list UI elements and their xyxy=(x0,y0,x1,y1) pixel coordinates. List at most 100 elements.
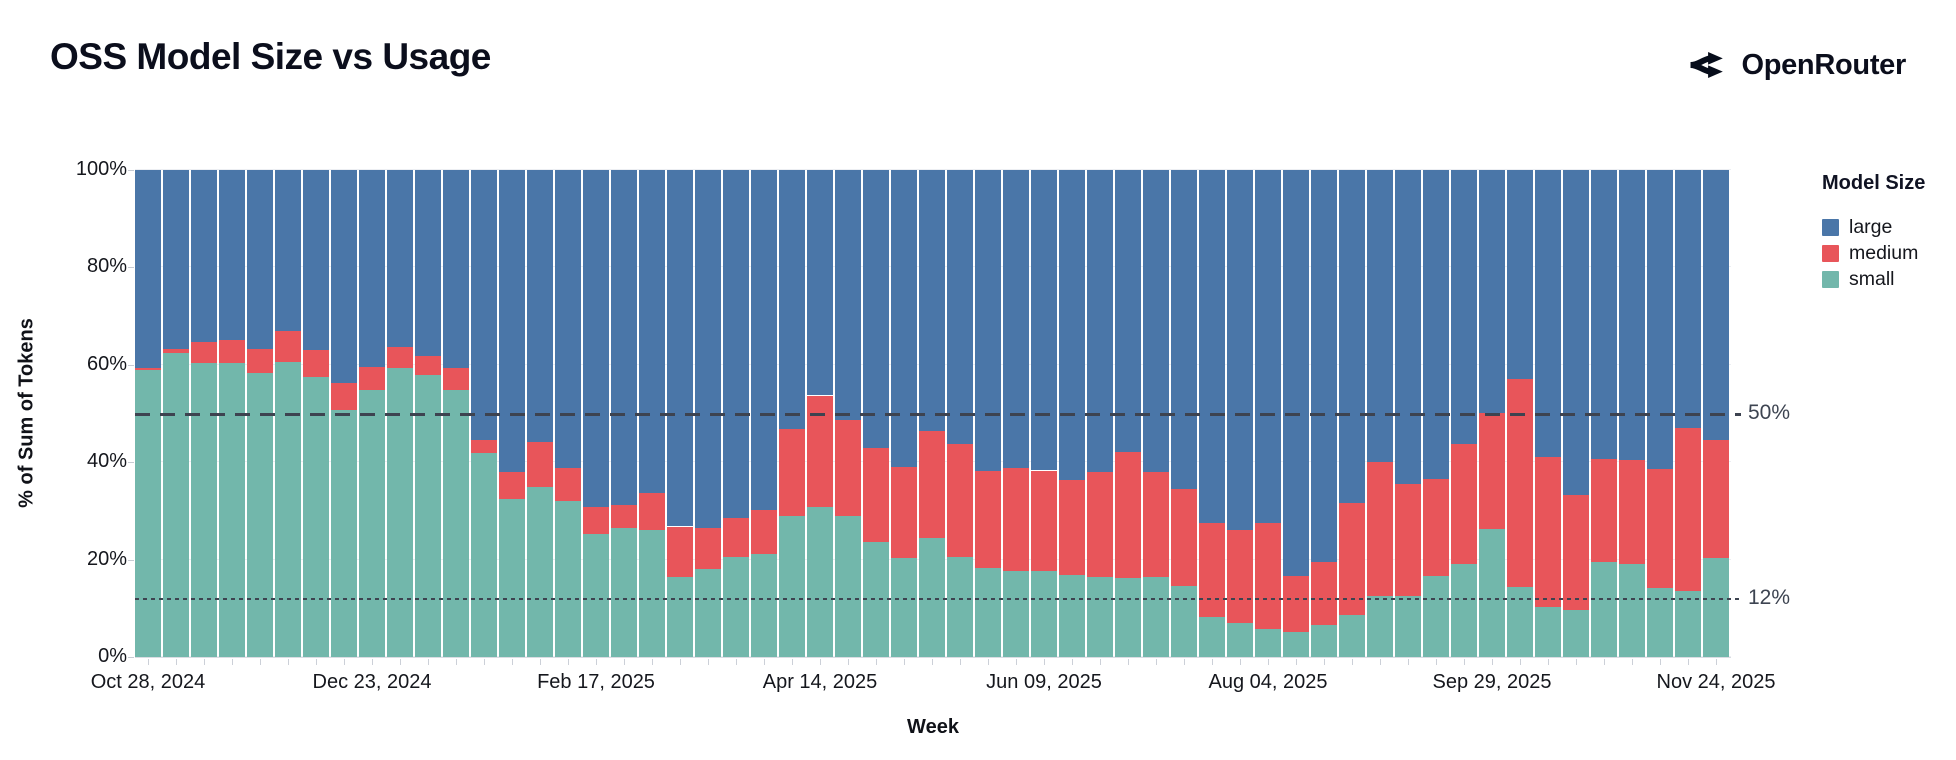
bar-segment-medium xyxy=(1199,522,1225,618)
x-tick-mark xyxy=(1324,659,1325,665)
x-tick-label-Jun-09-2025: Jun 09, 2025 xyxy=(986,671,1102,693)
openrouter-icon xyxy=(1690,52,1724,78)
bar-segment-small xyxy=(1143,577,1169,657)
bar-segment-medium xyxy=(1619,460,1645,564)
x-tick-mark xyxy=(372,659,373,665)
bar-week-Jun-16-2025 xyxy=(1059,170,1085,657)
x-tick-label-Feb-17-2025: Feb 17, 2025 xyxy=(537,671,655,693)
page-title: OSS Model Size vs Usage xyxy=(50,36,491,77)
x-tick-mark xyxy=(848,659,849,665)
x-tick-mark xyxy=(1128,659,1129,665)
x-tick-mark xyxy=(1716,659,1717,665)
bar-segment-small xyxy=(1535,606,1561,657)
bar-segment-small xyxy=(751,553,777,657)
bar-segment-large xyxy=(695,170,721,528)
bar-segment-medium xyxy=(1031,470,1057,571)
bar-week-Jun-30-2025 xyxy=(1115,170,1141,657)
bar-week-Dec-09-2024 xyxy=(303,170,329,657)
bar-segment-large xyxy=(975,170,1001,472)
x-tick-mark xyxy=(540,659,541,665)
x-tick-mark xyxy=(876,659,877,665)
bar-segment-small xyxy=(667,576,693,657)
y-tick-label-100%: 100% xyxy=(75,158,127,180)
x-tick-mark xyxy=(820,659,821,665)
bar-segment-medium xyxy=(1367,462,1393,596)
x-tick-mark xyxy=(1212,659,1213,665)
bar-segment-medium xyxy=(723,518,749,557)
bar-week-Jun-09-2025 xyxy=(1031,170,1057,657)
bar-week-Dec-02-2024 xyxy=(275,170,301,657)
x-tick-mark xyxy=(148,659,149,665)
bar-segment-medium xyxy=(1283,575,1309,632)
bar-segment-medium xyxy=(1647,469,1673,589)
x-axis-title: Week xyxy=(907,716,959,738)
bar-segment-large xyxy=(1535,170,1561,457)
bar-segment-small xyxy=(1031,570,1057,657)
bar-segment-small xyxy=(555,500,581,657)
bar-week-Dec-23-2024 xyxy=(359,170,385,657)
y-tick-label-60%: 60% xyxy=(86,352,127,375)
legend-label-large: large xyxy=(1849,216,1893,238)
bar-week-Aug-04-2025 xyxy=(1255,170,1281,657)
bar-segment-large xyxy=(1143,170,1169,473)
bar-week-Feb-10-2025 xyxy=(555,170,581,657)
bar-segment-medium xyxy=(1311,561,1337,625)
bar-segment-medium xyxy=(1227,530,1253,624)
bar-segment-medium xyxy=(751,509,777,554)
bar-segment-medium xyxy=(695,527,721,570)
bar-segment-small xyxy=(303,376,329,657)
bar-segment-small xyxy=(1087,576,1113,657)
bar-segment-small xyxy=(1339,615,1365,657)
bar-segment-large xyxy=(387,170,413,347)
bar-week-Mar-10-2025 xyxy=(667,170,693,657)
bar-segment-medium xyxy=(891,467,917,558)
bar-week-Apr-07-2025 xyxy=(779,170,805,657)
bar-week-Nov-10-2025 xyxy=(1647,170,1673,657)
bar-segment-large xyxy=(1003,170,1029,469)
bar-week-Nov-17-2025 xyxy=(1675,170,1701,657)
x-tick-mark xyxy=(1660,659,1661,665)
x-tick-mark xyxy=(1548,659,1549,665)
bar-segment-medium xyxy=(779,429,805,516)
bar-segment-medium xyxy=(555,468,581,501)
bar-segment-large xyxy=(1339,170,1365,503)
bar-week-Jul-28-2025 xyxy=(1227,170,1253,657)
bar-segment-medium xyxy=(1479,413,1505,530)
bar-segment-large xyxy=(723,170,749,519)
bar-segment-medium xyxy=(499,472,525,500)
openrouter-logo: OpenRouter xyxy=(1685,44,1906,86)
y-tick-mark xyxy=(128,559,134,561)
y-tick-mark xyxy=(128,267,134,269)
bar-segment-medium xyxy=(387,346,413,368)
bar-segment-medium xyxy=(1255,522,1281,630)
bar-segment-medium xyxy=(919,430,945,539)
bar-segment-small xyxy=(1283,631,1309,657)
bar-segment-small xyxy=(359,390,385,657)
bar-segment-medium xyxy=(1059,479,1085,575)
x-tick-mark xyxy=(1464,659,1465,665)
bar-segment-large xyxy=(1395,170,1421,484)
x-tick-mark xyxy=(568,659,569,665)
bar-segment-large xyxy=(835,170,861,421)
x-tick-mark xyxy=(680,659,681,665)
bar-segment-small xyxy=(443,389,469,657)
bar-segment-large xyxy=(1647,170,1673,470)
x-tick-label-Dec-23-2024: Dec 23, 2024 xyxy=(312,671,432,693)
bar-segment-large xyxy=(1283,170,1309,576)
legend-swatch-medium xyxy=(1822,245,1839,262)
y-tick-label-80%: 80% xyxy=(86,255,127,278)
bar-segment-small xyxy=(891,557,917,657)
reference-label-50%: 50% xyxy=(1748,400,1791,424)
bar-week-Sep-08-2025 xyxy=(1395,170,1421,657)
x-tick-mark xyxy=(596,659,597,665)
bar-week-Aug-11-2025 xyxy=(1283,170,1309,657)
bar-segment-large xyxy=(135,170,161,368)
bar-segment-large xyxy=(1507,170,1533,379)
bar-segment-medium xyxy=(863,448,889,542)
legend-items: large medium small xyxy=(1822,216,1925,290)
legend-swatch-large xyxy=(1822,219,1839,236)
bar-segment-large xyxy=(583,170,609,507)
bar-week-Nov-25-2024 xyxy=(247,170,273,657)
x-tick-mark xyxy=(1296,659,1297,665)
